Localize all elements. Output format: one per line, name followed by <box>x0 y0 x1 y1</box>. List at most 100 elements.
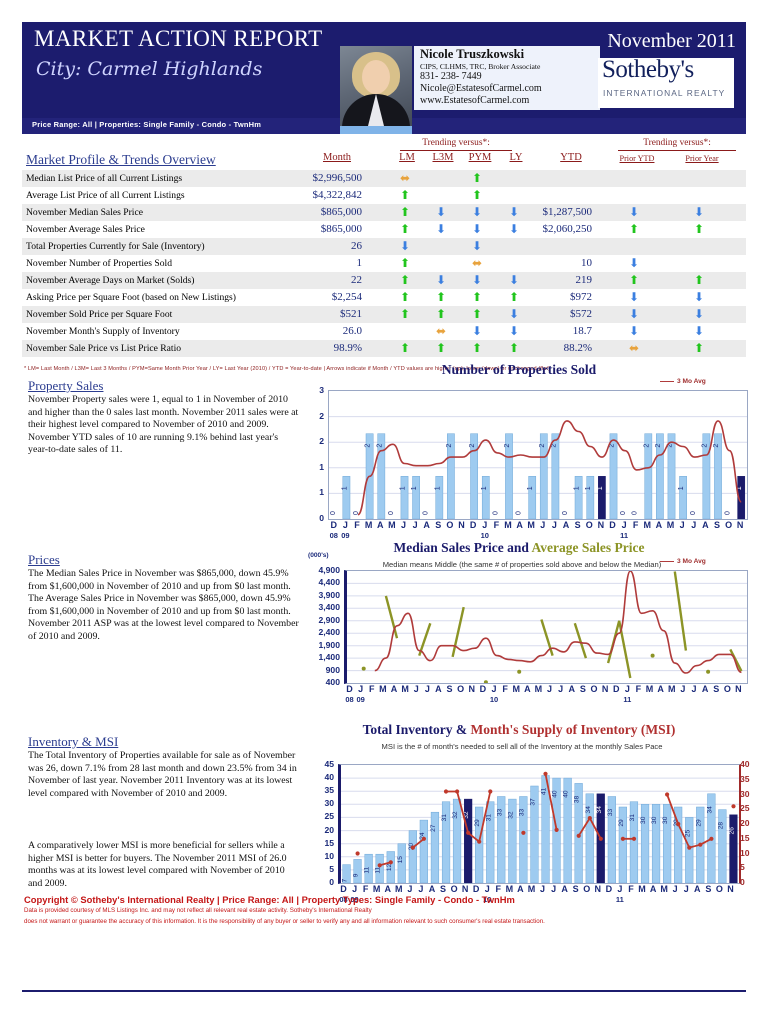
x-axis-month-label: J <box>358 684 364 694</box>
row-ytd-value: 18.7 <box>572 325 592 337</box>
chart3-title-part1: Total Inventory <box>362 722 453 737</box>
svg-text:1: 1 <box>411 486 418 490</box>
svg-text:30: 30 <box>640 816 647 824</box>
y-axis-tick-label: 30 <box>324 798 334 809</box>
row-ytd-value: 88.2% <box>563 342 592 354</box>
svg-text:12: 12 <box>386 864 393 872</box>
svg-text:24: 24 <box>419 832 426 840</box>
row-month-value: $2,254 <box>331 291 362 303</box>
agent-phone[interactable]: 831- 238- 7449 <box>420 71 482 82</box>
svg-text:0: 0 <box>620 511 627 515</box>
svg-text:32: 32 <box>463 811 470 819</box>
trend-arrow-lm-up: ⬆ <box>399 256 411 270</box>
chart1-title: Number of Properties Sold <box>441 362 597 377</box>
svg-text:0: 0 <box>423 511 430 515</box>
row-ytd-value: $972 <box>570 291 592 303</box>
brand-tagline: INTERNATIONAL REALTY <box>603 88 726 98</box>
row-month-value: $865,000 <box>320 206 362 218</box>
chart1-legend-line <box>660 380 674 382</box>
svg-text:11: 11 <box>375 866 382 873</box>
y-axis-tick-label: 5 <box>329 863 334 874</box>
table-row: November Number of Properties Sold 1 10 ⬆ ⬌ ⬇ <box>22 255 746 272</box>
svg-text:40: 40 <box>552 790 559 798</box>
x-axis-month-label: S <box>572 884 579 894</box>
report-month: November 2011 <box>607 30 736 52</box>
x-axis-month-label: F <box>502 684 508 694</box>
x-axis-year-label: 10 <box>480 531 489 540</box>
row-month-value: 22 <box>351 274 362 286</box>
x-axis-year-label: 08 <box>339 895 348 904</box>
y-axis-tick-label: 10 <box>740 847 750 858</box>
x-axis-month-label: M <box>505 884 514 894</box>
trend-arrow-lm-up: ⬆ <box>399 222 411 236</box>
x-axis-month-label: D <box>340 884 347 894</box>
table-row: November Median Sales Price $865,000 $1,28… <box>22 204 746 221</box>
svg-text:0: 0 <box>562 511 569 515</box>
section-heading-inventory: Inventory & MSI <box>28 734 119 749</box>
svg-text:34: 34 <box>585 806 592 814</box>
bottom-rule <box>22 990 746 992</box>
svg-text:2: 2 <box>713 444 720 448</box>
agent-photo <box>340 46 412 134</box>
y-axis-tick-label: 1 <box>319 461 324 472</box>
trend-arrow-lm-up: ⬆ <box>399 307 411 321</box>
trend-arrow-pytd-down: ⬇ <box>628 256 640 270</box>
x-axis-month-label: J <box>424 684 430 694</box>
x-axis-month-label: A <box>376 520 384 530</box>
trend-arrow-l3m-up: ⬆ <box>435 341 447 355</box>
svg-text:11: 11 <box>364 866 371 873</box>
svg-text:9: 9 <box>353 873 360 877</box>
x-axis-month-label: A <box>384 884 391 894</box>
y-axis-tick-label: 1,400 <box>318 652 340 663</box>
x-axis-month-label: J <box>400 520 406 530</box>
x-axis-month-label: D <box>479 684 487 694</box>
col-header-lm: LM <box>399 152 415 163</box>
table-title: Market Profile & Trends Overview <box>26 152 216 167</box>
y-axis-tick-label: 15 <box>740 832 750 843</box>
x-axis-month-label: M <box>645 684 654 694</box>
svg-text:28: 28 <box>717 822 724 830</box>
x-axis-month-label: A <box>649 884 657 894</box>
svg-text:2: 2 <box>655 444 662 448</box>
section-body-property-sales: November Property sales were 1, equal to… <box>28 394 299 456</box>
row-month-value: 1 <box>356 257 363 269</box>
svg-text:31: 31 <box>441 814 448 822</box>
section-body-inventory-1: The Total Inventory of Properties availa… <box>28 750 297 799</box>
chart3-title-part3: Month's Supply of Inventory (MSI) <box>470 722 676 737</box>
x-axis-year-label: 10 <box>483 895 492 904</box>
x-axis-month-label: O <box>457 684 465 694</box>
svg-text:41: 41 <box>541 788 548 796</box>
row-label: November Month's Supply of Inventory <box>26 325 180 337</box>
y-axis-tick-label: 20 <box>740 818 750 828</box>
svg-text:0: 0 <box>632 511 639 515</box>
trend-arrow-lm-up: ⬆ <box>399 290 411 304</box>
svg-text:2: 2 <box>504 444 511 448</box>
chart2-title-part2: and <box>507 540 529 555</box>
x-axis-month-label: D <box>472 884 480 894</box>
trend-arrow-l3m-down: ⬇ <box>435 205 447 219</box>
svg-text:34: 34 <box>596 806 603 814</box>
agent-website[interactable]: www.EstatesofCarmel.com <box>420 95 530 106</box>
svg-text:1: 1 <box>434 486 441 490</box>
table-row: November Month's Supply of Inventory 26.0… <box>22 323 746 340</box>
svg-text:2: 2 <box>469 444 476 448</box>
trend-arrow-l3m-down: ⬇ <box>435 222 447 236</box>
trend-arrow-lm-up: ⬆ <box>399 341 411 355</box>
x-axis-month-label: J <box>547 684 553 694</box>
col-header-ytd: YTD <box>560 152 582 163</box>
x-axis-month-label: M <box>534 684 543 694</box>
x-axis-month-label: A <box>562 520 570 530</box>
row-ytd-value: $2,060,250 <box>542 223 593 235</box>
col-header-prior-ytd: Prior YTD <box>619 153 655 163</box>
table-row: Total Properties Currently for Sale (Inv… <box>22 238 746 255</box>
trend-arrow-ly-up: ⬆ <box>508 341 520 355</box>
svg-text:33: 33 <box>518 809 525 817</box>
agent-name: Nicole Truszkowski <box>420 47 525 61</box>
agent-email[interactable]: Nicole@EstatesofCarmel.com <box>420 83 542 94</box>
svg-text:33: 33 <box>496 809 503 817</box>
table-footnote: * LM= Last Month / L3M= Last 3 Months / … <box>24 366 551 372</box>
x-axis-month-label: N <box>727 884 734 894</box>
x-axis-month-label: S <box>446 684 453 694</box>
x-axis-month-label: F <box>354 520 360 530</box>
svg-text:2: 2 <box>539 444 546 448</box>
